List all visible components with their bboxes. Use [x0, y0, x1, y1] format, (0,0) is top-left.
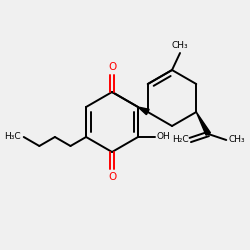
Text: O: O [108, 62, 116, 72]
Text: H₃C: H₃C [4, 132, 21, 141]
Text: CH₃: CH₃ [228, 136, 245, 144]
Polygon shape [138, 107, 149, 115]
Text: CH₃: CH₃ [172, 41, 188, 50]
Text: OH: OH [156, 132, 170, 141]
Polygon shape [196, 112, 210, 135]
Text: H₂C: H₂C [172, 136, 188, 144]
Text: O: O [108, 172, 116, 182]
